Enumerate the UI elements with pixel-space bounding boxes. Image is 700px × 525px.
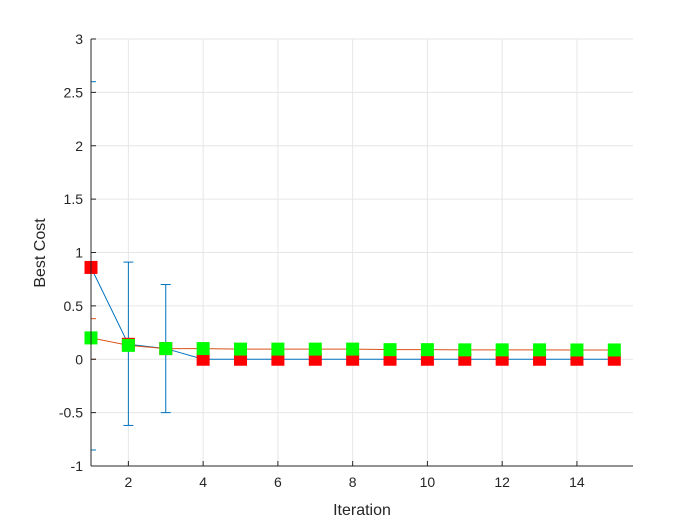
y-tick-label: 0 — [75, 351, 83, 367]
y-tick-label: 1.5 — [64, 191, 84, 207]
data-point — [234, 342, 248, 356]
data-point — [271, 342, 285, 356]
y-tick-label: 1 — [75, 245, 83, 261]
x-tick-label: 4 — [199, 474, 207, 490]
y-tick-label: -0.5 — [59, 405, 83, 421]
x-tick-label: 6 — [274, 474, 282, 490]
data-point — [458, 343, 472, 357]
x-axis-label: Iteration — [333, 502, 391, 519]
data-point — [570, 343, 584, 357]
x-tick-label: 14 — [569, 474, 585, 490]
data-point — [383, 343, 397, 357]
data-point — [420, 343, 434, 357]
y-tick-label: 3 — [75, 31, 83, 47]
data-point — [234, 352, 248, 366]
data-point — [196, 342, 210, 356]
data-point — [271, 352, 285, 366]
y-axis-label: Best Cost — [32, 218, 49, 288]
x-tick-label: 8 — [349, 474, 357, 490]
data-point — [196, 352, 210, 366]
data-point — [607, 343, 621, 357]
x-tick-label: 2 — [124, 474, 132, 490]
data-point — [159, 342, 173, 356]
data-point — [121, 338, 135, 352]
data-point — [346, 342, 360, 356]
y-tick-label: 0.5 — [64, 298, 84, 314]
data-point — [308, 342, 322, 356]
x-tick-label: 10 — [420, 474, 436, 490]
y-tick-label: -1 — [71, 458, 84, 474]
y-tick-label: 2.5 — [64, 84, 84, 100]
data-point — [308, 352, 322, 366]
y-tick-label: 2 — [75, 138, 83, 154]
data-point — [346, 352, 360, 366]
x-tick-label: 12 — [494, 474, 510, 490]
axes: 2 4 6 8 10 12 14 -1 -0.5 0 0.5 1 1.5 2 2.5 3 — [59, 31, 633, 490]
data-point — [533, 343, 547, 357]
series-layer — [84, 81, 621, 451]
data-point — [495, 343, 509, 357]
series-2-markers — [84, 331, 621, 357]
